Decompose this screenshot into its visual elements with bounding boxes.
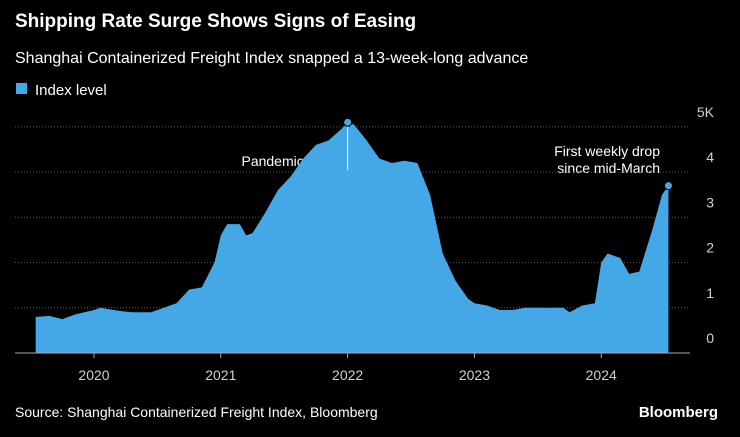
annotation: since mid-March (557, 160, 660, 176)
x-tick-label: 2022 (332, 367, 363, 383)
y-tick-label: 3 (706, 194, 714, 210)
legend-swatch (16, 83, 27, 94)
y-tick-label: 2 (706, 240, 714, 256)
source: Source: Shanghai Containerized Freight I… (15, 404, 378, 420)
chart-title: Shipping Rate Surge Shows Signs of Easin… (15, 11, 416, 32)
x-tick-label: 2024 (586, 367, 617, 383)
area (35, 122, 669, 353)
brand: Bloomberg (639, 404, 718, 421)
annotation: First weekly drop (554, 143, 660, 159)
chart-subtitle: Shanghai Containerized Freight Index sna… (15, 50, 528, 67)
y-tick-label: 0 (706, 330, 714, 346)
legend-label: Index level (35, 82, 107, 99)
y-tick-label: 1 (706, 285, 714, 301)
highlight-point (343, 117, 353, 127)
x-tick-label: 2023 (459, 367, 490, 383)
x-tick-label: 2021 (205, 367, 236, 383)
x-tick-label: 2020 (78, 367, 109, 383)
y-tick-label: 5K (697, 104, 715, 120)
y-tick-label: 4 (706, 149, 714, 165)
highlight-point (663, 181, 673, 191)
